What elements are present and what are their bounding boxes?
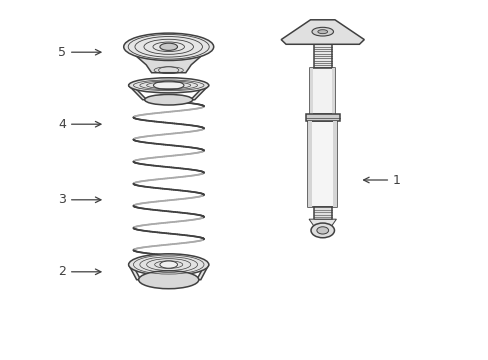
Polygon shape xyxy=(135,55,202,73)
Text: 1: 1 xyxy=(363,174,400,186)
Ellipse shape xyxy=(128,254,208,275)
Ellipse shape xyxy=(317,30,327,34)
Ellipse shape xyxy=(310,223,334,238)
Bar xyxy=(313,207,331,222)
Polygon shape xyxy=(281,20,364,44)
Text: 5: 5 xyxy=(58,46,101,59)
Polygon shape xyxy=(190,85,208,100)
Ellipse shape xyxy=(144,94,192,105)
Polygon shape xyxy=(128,85,146,100)
Ellipse shape xyxy=(153,81,183,90)
Bar xyxy=(305,114,339,121)
Ellipse shape xyxy=(316,227,328,234)
Bar xyxy=(307,121,337,207)
Ellipse shape xyxy=(160,261,177,268)
Bar xyxy=(313,44,331,68)
Ellipse shape xyxy=(123,33,213,60)
Bar xyxy=(332,121,337,207)
Bar xyxy=(309,68,312,114)
Bar xyxy=(332,68,335,114)
Ellipse shape xyxy=(128,78,208,93)
Text: 3: 3 xyxy=(58,193,101,206)
Bar xyxy=(307,121,312,207)
Ellipse shape xyxy=(311,27,333,36)
Polygon shape xyxy=(308,219,336,226)
Text: 4: 4 xyxy=(58,118,101,131)
Polygon shape xyxy=(196,265,208,280)
Bar xyxy=(309,68,335,114)
Ellipse shape xyxy=(160,43,177,50)
Text: 2: 2 xyxy=(58,265,101,278)
Polygon shape xyxy=(128,265,141,280)
Ellipse shape xyxy=(138,271,198,289)
